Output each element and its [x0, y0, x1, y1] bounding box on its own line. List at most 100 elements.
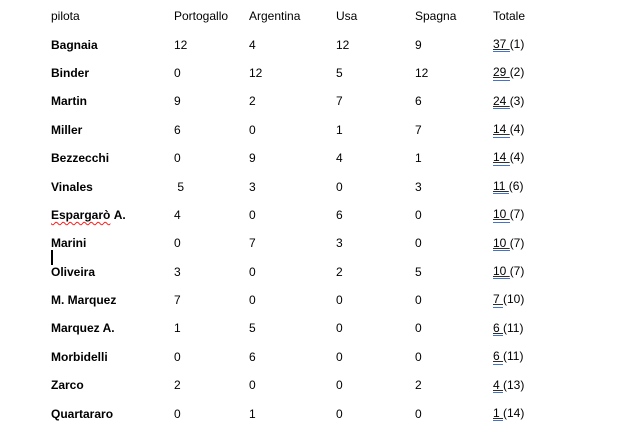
totale-cell[interactable]: 24 (3) [493, 87, 620, 115]
spagna-points-cell[interactable]: 0 [415, 406, 422, 421]
argentina-points-cell[interactable]: 5 [249, 321, 256, 336]
totale-cell[interactable]: 10 (7) [493, 258, 620, 286]
spagna-points-cell[interactable]: 12 [415, 65, 429, 80]
totale-cell[interactable]: 29 (2) [493, 59, 620, 87]
spagna-points-cell[interactable]: 5 [415, 264, 422, 279]
portogallo-points-cell[interactable]: 6 [174, 122, 181, 137]
rider-name-cell[interactable]: Binder [51, 65, 90, 80]
usa-points-cell[interactable]: 0 [336, 349, 343, 364]
usa-points-cell[interactable]: 0 [336, 378, 343, 393]
spagna-points-cell[interactable]: 1 [415, 151, 422, 166]
portogallo-points-cell[interactable]: 0 [174, 406, 181, 421]
spagna-points-cell[interactable]: 7 [415, 122, 422, 137]
portogallo-points-cell[interactable]: 12 [174, 37, 188, 52]
usa-points-cell[interactable]: 2 [336, 264, 343, 279]
rider-name-cell[interactable]: Marquez A. [51, 321, 115, 336]
totale-cell[interactable]: 6 (11) [493, 314, 620, 342]
spagna-points-cell[interactable]: 0 [415, 349, 422, 364]
usa-points-cell[interactable]: 7 [336, 94, 343, 109]
column-header-portogallo[interactable]: Portogallo [174, 9, 229, 24]
totale-cell[interactable]: 1 (14) [493, 399, 620, 427]
total-rank: (14) [503, 405, 525, 420]
totale-cell[interactable]: 37 (1) [493, 30, 620, 58]
portogallo-points-cell[interactable]: 0 [174, 151, 181, 166]
rider-name-cell[interactable]: Marini [51, 236, 87, 251]
argentina-points-cell[interactable]: 2 [249, 94, 256, 109]
totale-cell[interactable]: 4 (13) [493, 371, 620, 399]
column-header-usa[interactable]: Usa [336, 9, 358, 24]
portogallo-points-cell[interactable]: 0 [174, 349, 181, 364]
usa-points-cell[interactable]: 4 [336, 151, 343, 166]
table-row: Zarco 2 0 0 2 4 (13) [51, 371, 620, 399]
rider-name-cell[interactable]: M. Marquez [51, 293, 117, 308]
total-rank: (11) [503, 349, 524, 364]
argentina-points-cell[interactable]: 9 [249, 151, 256, 166]
rider-name-cell[interactable]: Martin [51, 94, 87, 109]
argentina-points-cell[interactable]: 0 [249, 264, 256, 279]
total-rank: (3) [509, 93, 525, 108]
portogallo-points-cell[interactable]: 1 [174, 321, 181, 336]
rider-name-cell[interactable]: Bagnaia [51, 37, 98, 52]
usa-points-cell[interactable]: 1 [336, 122, 343, 137]
rider-name-cell[interactable]: Espargarò A. [51, 207, 126, 222]
totale-cell[interactable]: 10 (7) [493, 229, 620, 257]
portogallo-points-cell[interactable]: 2 [174, 378, 181, 393]
rider-name-cell[interactable]: Oliveira [51, 264, 96, 279]
spagna-points-cell[interactable]: 0 [415, 321, 422, 336]
table-row: Bagnaia 12 4 12 9 37 (1) [51, 30, 620, 58]
spagna-points-cell[interactable]: 0 [415, 207, 422, 222]
totale-cell[interactable]: 7 (10) [493, 286, 620, 314]
spagna-points-cell[interactable]: 2 [415, 378, 422, 393]
argentina-points-cell[interactable]: 0 [249, 207, 256, 222]
argentina-points-cell[interactable]: 12 [249, 65, 263, 80]
table-row: Martin 9 2 7 6 24 (3) [51, 87, 620, 115]
column-header-pilota[interactable]: pilota [51, 9, 80, 24]
totale-cell[interactable]: 6 (11) [493, 343, 620, 371]
rider-name-cell[interactable]: Zarco [51, 378, 84, 393]
spagna-points-cell[interactable]: 9 [415, 37, 422, 52]
portogallo-points-cell[interactable]: 0 [174, 236, 181, 251]
usa-points-cell[interactable]: 0 [336, 179, 343, 194]
argentina-points-cell[interactable]: 0 [249, 378, 256, 393]
argentina-points-cell[interactable]: 0 [249, 122, 256, 137]
spagna-points-cell[interactable]: 0 [415, 293, 422, 308]
column-header-argentina[interactable]: Argentina [249, 9, 301, 24]
spagna-points-cell[interactable]: 3 [415, 179, 422, 194]
portogallo-points-cell[interactable]: 5 [174, 179, 185, 194]
rider-name-cell[interactable]: Vinales [51, 179, 93, 194]
totale-cell[interactable]: 11 (6) [493, 172, 620, 200]
argentina-points-cell[interactable]: 6 [249, 349, 256, 364]
rider-name-cell[interactable]: Bezzecchi [51, 151, 110, 166]
spagna-points-cell[interactable]: 6 [415, 94, 422, 109]
argentina-points-cell[interactable]: 7 [249, 236, 256, 251]
rider-name-cell[interactable]: Miller [51, 122, 83, 137]
totale-cell[interactable]: 10 (7) [493, 201, 620, 229]
usa-points-cell[interactable]: 0 [336, 321, 343, 336]
usa-points-cell[interactable]: 0 [336, 406, 343, 421]
argentina-points-cell[interactable]: 4 [249, 37, 256, 52]
column-header-spagna[interactable]: Spagna [415, 9, 457, 24]
portogallo-points-cell[interactable]: 4 [174, 207, 181, 222]
argentina-points-cell[interactable]: 3 [249, 179, 256, 194]
usa-points-cell[interactable]: 12 [336, 37, 350, 52]
portogallo-points-cell[interactable]: 0 [174, 65, 181, 80]
usa-points-cell[interactable]: 0 [336, 293, 343, 308]
total-rank: (4) [509, 122, 525, 136]
argentina-points-cell[interactable]: 0 [249, 293, 256, 308]
usa-points-cell[interactable]: 3 [336, 236, 343, 251]
portogallo-points-cell[interactable]: 3 [174, 264, 181, 279]
portogallo-points-cell[interactable]: 9 [174, 94, 181, 109]
spagna-points-cell[interactable]: 0 [415, 236, 422, 251]
total-points-underlined: 10 [493, 207, 510, 223]
portogallo-points-cell[interactable]: 7 [174, 293, 181, 308]
rider-name-cell[interactable]: Quartararo [51, 406, 114, 421]
column-header-totale[interactable]: Totale [493, 9, 526, 24]
argentina-points-cell[interactable]: 1 [249, 406, 256, 421]
totale-cell[interactable]: 14 (4) [493, 144, 620, 172]
total-points-underlined: 24 [493, 93, 510, 110]
usa-points-cell[interactable]: 5 [336, 65, 343, 80]
totale-cell[interactable]: 14 (4) [493, 116, 620, 144]
usa-points-cell[interactable]: 6 [336, 207, 343, 222]
rider-name-cell[interactable]: Morbidelli [51, 349, 108, 364]
